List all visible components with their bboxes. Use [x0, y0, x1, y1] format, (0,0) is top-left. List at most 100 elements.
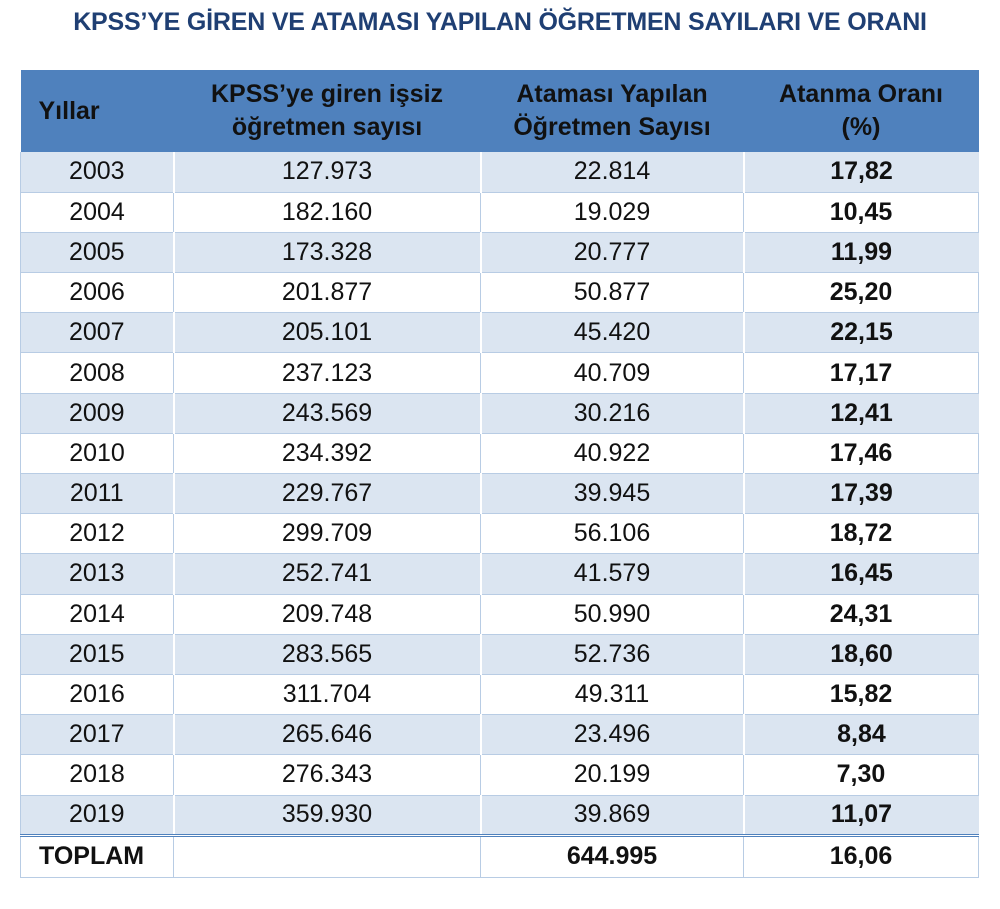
cell-applicants: 276.343 [173, 754, 481, 796]
cell-year: 2011 [20, 473, 175, 515]
cell-applicants: 173.328 [173, 232, 482, 274]
table-row: 2006 201.877 50.877 25,20 [20, 272, 979, 314]
cell-appointed: 30.216 [480, 393, 745, 434]
teacher-appointment-table: Yıllar KPSS’ye giren işsiz öğretmen sayı… [20, 70, 979, 878]
cell-applicants: 229.767 [173, 473, 482, 515]
cell-appointed: 20.777 [480, 232, 745, 274]
header-rate-line2: (%) [841, 113, 881, 141]
cell-applicants: 311.704 [173, 674, 481, 716]
cell-rate: 18,60 [743, 634, 979, 675]
cell-applicants: 209.748 [173, 594, 481, 635]
cell-applicants: 182.160 [173, 192, 481, 233]
table-row: 2011 229.767 39.945 17,39 [20, 473, 979, 515]
cell-rate: 16,45 [743, 553, 979, 595]
cell-appointed: 41.579 [480, 553, 745, 595]
cell-applicants: 265.646 [173, 714, 482, 756]
cell-appointed: 22.814 [480, 152, 745, 193]
cell-rate: 17,46 [743, 433, 979, 475]
cell-rate: 11,99 [743, 232, 979, 274]
header-appointed-line2: Öğretmen Sayısı [513, 113, 711, 141]
cell-year: 2016 [20, 674, 174, 716]
table-row: 2014 209.748 50.990 24,31 [20, 594, 979, 635]
table-row: 2008 237.123 40.709 17,17 [20, 352, 979, 394]
header-appointed-line1: Ataması Yapılan [516, 80, 708, 108]
table-row: 2010 234.392 40.922 17,46 [20, 433, 979, 475]
cell-applicants: 237.123 [173, 352, 481, 394]
cell-appointed: 19.029 [480, 192, 744, 233]
cell-applicants: 359.930 [173, 795, 482, 836]
cell-applicants: 127.973 [173, 152, 482, 193]
cell-appointed: 20.199 [480, 754, 744, 796]
cell-year: 2003 [20, 152, 175, 193]
cell-rate: 17,17 [743, 352, 979, 394]
cell-year: 2015 [20, 634, 175, 675]
cell-appointed: 23.496 [480, 714, 745, 756]
cell-rate: 8,84 [743, 714, 979, 756]
cell-year: 2008 [20, 352, 174, 394]
cell-rate: 7,30 [743, 754, 979, 796]
total-appointed: 644.995 [480, 833, 744, 878]
cell-rate: 24,31 [743, 594, 979, 635]
table-header: Yıllar KPSS’ye giren işsiz öğretmen sayı… [20, 70, 979, 152]
cell-appointed: 52.736 [480, 634, 745, 675]
cell-year: 2005 [20, 232, 175, 274]
cell-appointed: 39.869 [480, 795, 745, 836]
cell-applicants: 201.877 [173, 272, 481, 314]
cell-rate: 18,72 [743, 513, 979, 555]
cell-applicants: 252.741 [173, 553, 482, 595]
cell-year: 2009 [20, 393, 175, 434]
cell-rate: 15,82 [743, 674, 979, 716]
table-row: 2007 205.101 45.420 22,15 [20, 312, 979, 354]
table-row: 2015 283.565 52.736 18,60 [20, 634, 979, 675]
cell-appointed: 56.106 [480, 513, 744, 555]
cell-rate: 25,20 [743, 272, 979, 314]
table-row: 2019 359.930 39.869 11,07 [20, 795, 979, 836]
total-row: TOPLAM 644.995 16,06 [20, 833, 979, 878]
cell-appointed: 39.945 [480, 473, 745, 515]
cell-rate: 17,82 [743, 152, 979, 193]
cell-applicants: 283.565 [173, 634, 482, 675]
cell-year: 2007 [20, 312, 175, 354]
page-title: KPSS’YE GİREN VE ATAMASI YAPILAN ÖĞRETME… [73, 8, 927, 36]
cell-appointed: 49.311 [480, 674, 744, 716]
table-row: 2018 276.343 20.199 7,30 [20, 754, 979, 796]
header-appointed: Ataması Yapılan Öğretmen Sayısı [480, 70, 744, 152]
cell-applicants: 234.392 [173, 433, 481, 475]
header-years: Yıllar [20, 70, 174, 152]
header-applicants-line2: öğretmen sayısı [231, 113, 423, 141]
header-applicants-line1: KPSS’ye giren işsiz [210, 80, 444, 108]
cell-appointed: 40.709 [480, 352, 744, 394]
cell-year: 2018 [20, 754, 174, 796]
cell-year: 2010 [20, 433, 174, 475]
cell-rate: 12,41 [743, 393, 979, 434]
table-row: 2013 252.741 41.579 16,45 [20, 553, 979, 595]
cell-year: 2006 [20, 272, 174, 314]
header-row: Yıllar KPSS’ye giren işsiz öğretmen sayı… [20, 70, 979, 152]
header-applicants: KPSS’ye giren işsiz öğretmen sayısı [173, 70, 481, 152]
total-label: TOPLAM [20, 833, 174, 878]
cell-year: 2013 [20, 553, 175, 595]
table-body: 2003 127.973 22.814 17,82 2004 182.160 19.029 1… [20, 152, 979, 878]
cell-rate: 10,45 [743, 192, 979, 233]
table-row: 2004 182.160 19.029 10,45 [20, 192, 979, 233]
cell-rate: 11,07 [743, 795, 979, 836]
total-rate: 16,06 [743, 833, 979, 878]
table-row: 2017 265.646 23.496 8,84 [20, 714, 979, 756]
cell-year: 2012 [20, 513, 174, 555]
cell-applicants: 299.709 [173, 513, 481, 555]
table-row: 2005 173.328 20.777 11,99 [20, 232, 979, 274]
table-row: 2009 243.569 30.216 12,41 [20, 393, 979, 434]
cell-rate: 17,39 [743, 473, 979, 515]
header-rate: Atanma Oranı (%) [743, 70, 979, 152]
cell-rate: 22,15 [743, 312, 979, 354]
cell-year: 2019 [20, 795, 175, 836]
table-row: 2016 311.704 49.311 15,82 [20, 674, 979, 716]
cell-appointed: 50.990 [480, 594, 744, 635]
cell-appointed: 40.922 [480, 433, 744, 475]
cell-applicants: 243.569 [173, 393, 482, 434]
cell-appointed: 45.420 [480, 312, 745, 354]
header-rate-line1: Atanma Oranı [779, 80, 943, 108]
cell-year: 2004 [20, 192, 174, 233]
cell-applicants: 205.101 [173, 312, 482, 354]
cell-year: 2017 [20, 714, 175, 756]
